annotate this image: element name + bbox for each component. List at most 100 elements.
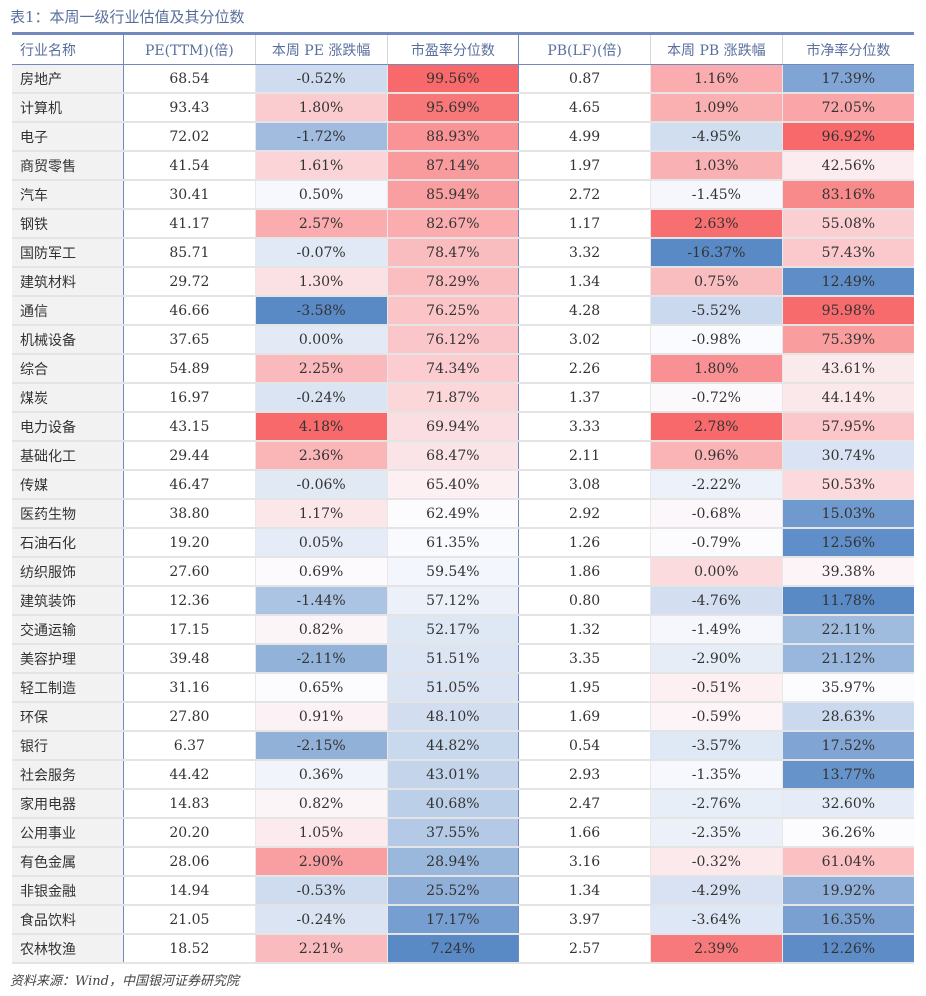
pb-change: 1.09% xyxy=(650,93,783,123)
pe-change: 0.00% xyxy=(255,325,388,355)
pe-change: 2.57% xyxy=(255,209,388,239)
pb-value: 2.72 xyxy=(518,180,651,210)
pe-value: 38.80 xyxy=(123,499,256,529)
pe-percentile: 78.29% xyxy=(387,267,520,297)
pe-change: -2.15% xyxy=(255,731,388,761)
pb-change: -3.57% xyxy=(650,731,783,761)
pe-change: 0.36% xyxy=(255,760,388,790)
pe-value: 31.16 xyxy=(123,673,256,703)
table-row: 传媒 46.47 -0.06% 65.40% 3.08 -2.22% 50.53% xyxy=(12,470,914,500)
pb-percentile: 96.92% xyxy=(782,122,914,152)
pe-percentile: 76.12% xyxy=(387,325,520,355)
valuation-table: 行业名称 PE(TTM)(倍) 本周 PE 涨跌幅 市盈率分位数 PB(LF)(… xyxy=(12,32,914,964)
pb-percentile: 55.08% xyxy=(782,209,914,239)
pb-value: 2.92 xyxy=(518,499,651,529)
pe-value: 6.37 xyxy=(123,731,256,761)
pe-percentile: 25.52% xyxy=(387,876,520,906)
pb-value: 0.87 xyxy=(518,64,651,94)
pe-value: 19.20 xyxy=(123,528,256,558)
pe-value: 28.06 xyxy=(123,847,256,877)
table-row: 电力设备 43.15 4.18% 69.94% 3.33 2.78% 57.95% xyxy=(12,412,914,442)
table-row: 计算机 93.43 1.80% 95.69% 4.65 1.09% 72.05% xyxy=(12,93,914,123)
pe-change: 2.25% xyxy=(255,354,388,384)
pe-value: 41.54 xyxy=(123,151,256,181)
pe-value: 37.65 xyxy=(123,325,256,355)
industry-name: 交通运输 xyxy=(12,615,124,645)
industry-name: 建筑装饰 xyxy=(12,586,124,616)
pb-change: 1.16% xyxy=(650,64,783,94)
pe-value: 41.17 xyxy=(123,209,256,239)
industry-name: 钢铁 xyxy=(12,209,124,239)
pb-change: -0.68% xyxy=(650,499,783,529)
pe-change: 2.90% xyxy=(255,847,388,877)
pe-change: 1.61% xyxy=(255,151,388,181)
pb-value: 3.33 xyxy=(518,412,651,442)
pb-change: -1.49% xyxy=(650,615,783,645)
pe-change: -1.72% xyxy=(255,122,388,152)
pe-percentile: 17.17% xyxy=(387,905,520,935)
table-row: 汽车 30.41 0.50% 85.94% 2.72 -1.45% 83.16% xyxy=(12,180,914,210)
industry-name: 汽车 xyxy=(12,180,124,210)
pb-change: -4.29% xyxy=(650,876,783,906)
industry-name: 商贸零售 xyxy=(12,151,124,181)
pb-value: 1.69 xyxy=(518,702,651,732)
pb-change: 1.03% xyxy=(650,151,783,181)
pb-change: -4.95% xyxy=(650,122,783,152)
pb-value: 3.08 xyxy=(518,470,651,500)
pe-change: 1.17% xyxy=(255,499,388,529)
pb-percentile: 57.95% xyxy=(782,412,914,442)
pb-value: 3.16 xyxy=(518,847,651,877)
pe-percentile: 57.12% xyxy=(387,586,520,616)
table-row: 食品饮料 21.05 -0.24% 17.17% 3.97 -3.64% 16.35% xyxy=(12,905,914,935)
header-row: 行业名称 PE(TTM)(倍) 本周 PE 涨跌幅 市盈率分位数 PB(LF)(… xyxy=(12,33,914,65)
pe-change: -0.52% xyxy=(255,64,388,94)
pe-value: 54.89 xyxy=(123,354,256,384)
table-row: 建筑材料 29.72 1.30% 78.29% 1.34 0.75% 12.49% xyxy=(12,267,914,297)
pb-percentile: 21.12% xyxy=(782,644,914,674)
pb-percentile: 30.74% xyxy=(782,441,914,471)
pb-change: 0.96% xyxy=(650,441,783,471)
pb-percentile: 13.77% xyxy=(782,760,914,790)
pb-change: 1.80% xyxy=(650,354,783,384)
header-pe-change: 本周 PE 涨跌幅 xyxy=(255,33,388,65)
pe-value: 14.83 xyxy=(123,789,256,819)
pb-percentile: 44.14% xyxy=(782,383,914,413)
pb-change: -3.64% xyxy=(650,905,783,935)
pb-value: 4.28 xyxy=(518,296,651,326)
pb-change: -4.76% xyxy=(650,586,783,616)
pe-value: 17.15 xyxy=(123,615,256,645)
pe-percentile: 51.51% xyxy=(387,644,520,674)
pb-percentile: 12.26% xyxy=(782,934,914,964)
pe-percentile: 78.47% xyxy=(387,238,520,268)
table-row: 社会服务 44.42 0.36% 43.01% 2.93 -1.35% 13.77% xyxy=(12,760,914,790)
table-row: 轻工制造 31.16 0.65% 51.05% 1.95 -0.51% 35.97% xyxy=(12,673,914,703)
industry-name: 公用事业 xyxy=(12,818,124,848)
industry-name: 家用电器 xyxy=(12,789,124,819)
pb-percentile: 12.56% xyxy=(782,528,914,558)
pb-change: -2.90% xyxy=(650,644,783,674)
pe-value: 27.60 xyxy=(123,557,256,587)
pe-percentile: 69.94% xyxy=(387,412,520,442)
industry-name: 机械设备 xyxy=(12,325,124,355)
pe-percentile: 76.25% xyxy=(387,296,520,326)
pb-change: 2.39% xyxy=(650,934,783,964)
pb-percentile: 32.60% xyxy=(782,789,914,819)
pe-percentile: 44.82% xyxy=(387,731,520,761)
table-row: 美容护理 39.48 -2.11% 51.51% 3.35 -2.90% 21.12% xyxy=(12,644,914,674)
table-row: 电子 72.02 -1.72% 88.93% 4.99 -4.95% 96.92% xyxy=(12,122,914,152)
pb-percentile: 95.98% xyxy=(782,296,914,326)
pe-change: -0.06% xyxy=(255,470,388,500)
industry-name: 农林牧渔 xyxy=(12,934,124,964)
header-industry: 行业名称 xyxy=(12,33,124,65)
pe-value: 16.97 xyxy=(123,383,256,413)
table-row: 房地产 68.54 -0.52% 99.56% 0.87 1.16% 17.39% xyxy=(12,64,914,94)
pb-percentile: 19.92% xyxy=(782,876,914,906)
pb-change: -16.37% xyxy=(650,238,783,268)
pe-value: 29.72 xyxy=(123,267,256,297)
industry-name: 医药生物 xyxy=(12,499,124,529)
pb-change: -0.32% xyxy=(650,847,783,877)
pb-value: 1.17 xyxy=(518,209,651,239)
pe-change: 2.21% xyxy=(255,934,388,964)
pe-change: -0.24% xyxy=(255,905,388,935)
pb-percentile: 42.56% xyxy=(782,151,914,181)
